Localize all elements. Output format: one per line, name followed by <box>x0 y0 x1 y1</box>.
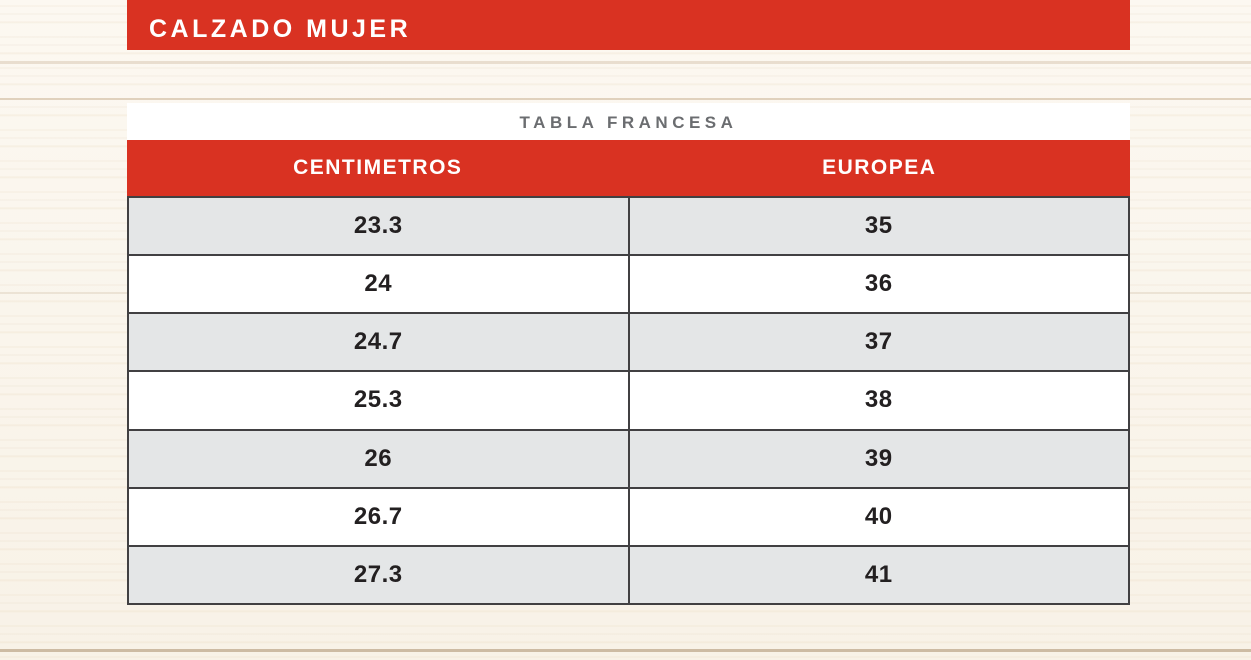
table-body: 23.3 35 24 36 24.7 37 25.3 38 26 39 26.7… <box>127 196 1130 605</box>
wood-grain-seam <box>0 98 1251 100</box>
cell-europea: 38 <box>864 386 893 414</box>
section-title-bar: CALZADO MUJER <box>127 0 1130 50</box>
cell-centimetros: 23.3 <box>129 198 630 255</box>
wood-grain-seam <box>0 649 1251 652</box>
cell-centimetros: 26.7 <box>129 488 630 545</box>
cell-centimetros: 27.3 <box>129 546 630 603</box>
table-row: 25.3 38 <box>129 372 1128 431</box>
table-row: 27.3 41 <box>129 546 1128 603</box>
table-row: 24.7 37 <box>129 314 1128 373</box>
cell-centimetros: 24.7 <box>129 314 630 371</box>
cell-europea: 36 <box>864 270 893 298</box>
table-row: 23.3 35 <box>129 198 1128 257</box>
table-row: 26.7 40 <box>129 488 1128 547</box>
column-header-centimetros: CENTIMETROS <box>293 156 463 179</box>
table-header-row: CENTIMETROS EUROPEA <box>127 140 1130 196</box>
section-title: CALZADO MUJER <box>149 15 412 43</box>
column-header-europea: EUROPEA <box>822 156 937 179</box>
table-row: 26 39 <box>129 430 1128 489</box>
table-row: 24 36 <box>129 256 1128 315</box>
cell-centimetros: 25.3 <box>129 372 630 429</box>
cell-europea: 41 <box>864 560 893 588</box>
table-caption: TABLA FRANCESA <box>127 103 1130 140</box>
cell-europea: 39 <box>864 444 893 472</box>
cell-europea: 35 <box>864 212 893 240</box>
cell-centimetros: 24 <box>129 256 630 313</box>
cell-centimetros: 26 <box>129 430 630 487</box>
cell-europea: 40 <box>864 502 893 530</box>
cell-europea: 37 <box>864 328 893 356</box>
size-conversion-table: TABLA FRANCESA CENTIMETROS EUROPEA 23.3 … <box>127 103 1130 605</box>
wood-grain-seam <box>0 61 1251 64</box>
